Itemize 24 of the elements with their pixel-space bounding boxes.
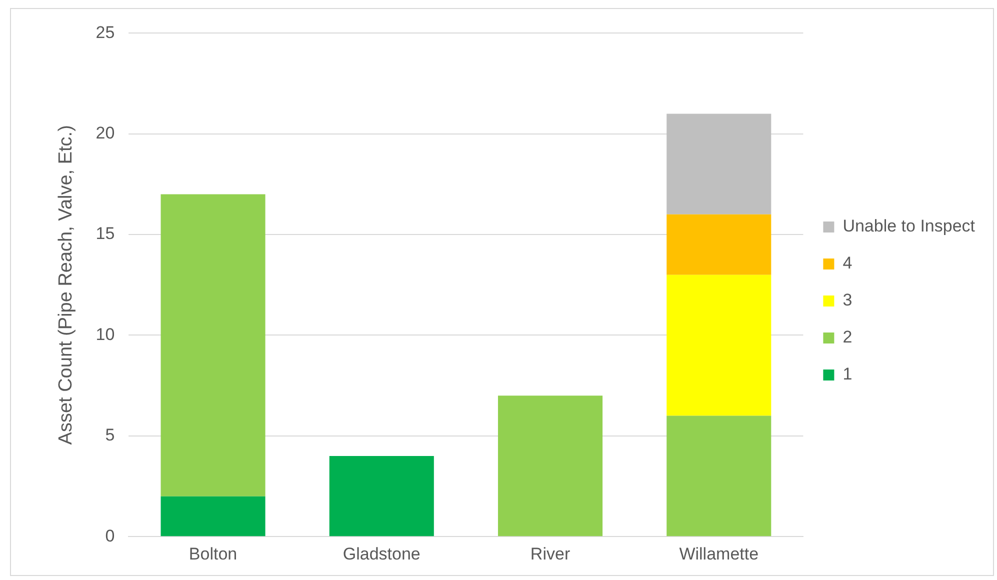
x-tick-label: River	[530, 544, 570, 564]
bar	[160, 496, 266, 536]
legend-label: 4	[842, 254, 852, 273]
y-tick-label: 0	[105, 526, 115, 546]
bar	[666, 274, 772, 416]
y-tick-label: 20	[96, 124, 115, 143]
bar	[666, 114, 772, 214]
bar	[329, 456, 434, 536]
legend-label: 2	[842, 328, 852, 347]
bar	[666, 214, 772, 275]
bar	[160, 194, 266, 496]
legend-label: Unable to Inspect	[842, 216, 976, 236]
legend-label: 1	[842, 364, 852, 384]
y-tick-label: 15	[96, 224, 115, 244]
x-tick-label: Gladstone	[342, 544, 420, 564]
y-tick-label: 10	[96, 324, 115, 344]
legend-label: 3	[842, 290, 852, 310]
x-tick-label: Willamette	[679, 544, 759, 564]
y-tick-label: 25	[96, 22, 115, 42]
bar	[666, 416, 772, 536]
x-tick-label: Bolton	[188, 544, 238, 564]
bar	[498, 396, 603, 536]
y-axis-title: Asset Count (Pipe Reach, Valve, Etc.)	[56, 125, 77, 445]
y-tick-label: 5	[105, 426, 115, 445]
